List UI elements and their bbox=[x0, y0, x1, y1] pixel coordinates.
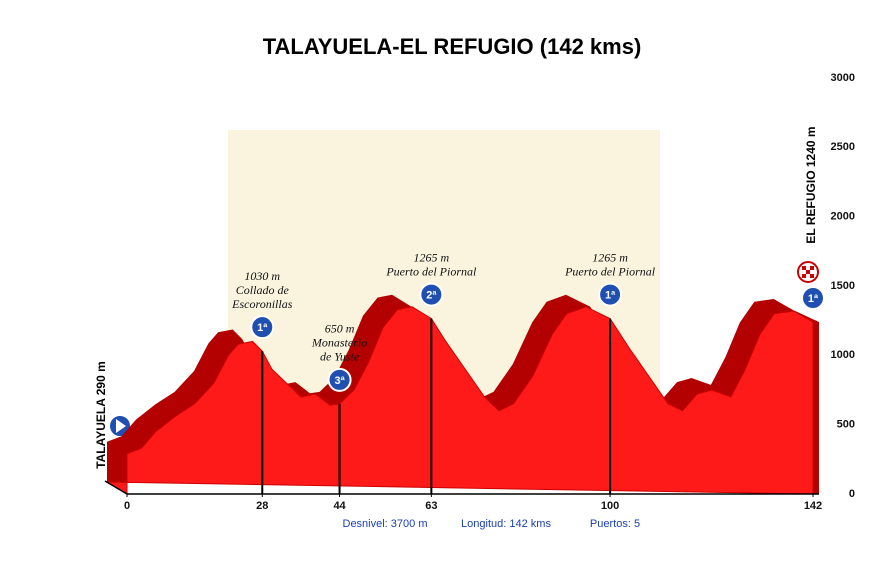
climb-name: Monasterio bbox=[311, 336, 367, 350]
finish-flag bbox=[797, 261, 819, 283]
climb-badge: 2ª bbox=[419, 282, 444, 307]
climb-name: Escoronillas bbox=[231, 297, 293, 311]
y-tick-label: 1500 bbox=[831, 280, 855, 292]
x-tick-label: 142 bbox=[804, 500, 822, 512]
climb-name: de Yuste bbox=[320, 350, 360, 364]
baseline bbox=[104, 480, 128, 495]
badge-label: 2ª bbox=[426, 289, 437, 301]
y-tick-label: 1000 bbox=[831, 349, 855, 361]
climb-elevation: 650 m bbox=[325, 322, 355, 336]
end-label: EL REFUGIO 1240 m bbox=[804, 126, 818, 243]
x-tick-label: 100 bbox=[601, 500, 619, 512]
badge-circle bbox=[250, 315, 275, 340]
x-tick-label: 63 bbox=[425, 500, 437, 512]
climb-badge: 1ª bbox=[801, 286, 825, 311]
badge-circle bbox=[598, 282, 623, 307]
badge-label: 1ª bbox=[257, 322, 268, 334]
badge-label: 1ª bbox=[808, 293, 819, 305]
badge-circle bbox=[419, 282, 444, 307]
climb-name: Puerto del Piornal bbox=[564, 264, 656, 278]
climb-elevation: 1265 m bbox=[414, 250, 450, 264]
x-tick-label: 0 bbox=[124, 500, 130, 512]
y-tick-label: 2500 bbox=[831, 141, 855, 153]
y-tick-label: 500 bbox=[837, 419, 855, 431]
badge-label: 3ª bbox=[334, 375, 345, 387]
footer-text: Desnivel: 3700 m bbox=[343, 518, 428, 530]
profile-area bbox=[105, 306, 814, 495]
badge-circle bbox=[801, 286, 825, 311]
y-tick-label: 3000 bbox=[831, 72, 855, 84]
x-tick-label: 44 bbox=[333, 500, 346, 512]
x-tick-label: 28 bbox=[256, 500, 268, 512]
climb-badge: 1ª bbox=[250, 315, 275, 340]
climb-elevation: 1030 m bbox=[244, 269, 280, 283]
chart-title: TALAYUELA-EL REFUGIO (142 kms) bbox=[263, 34, 642, 59]
climb-elevation: 1265 m bbox=[592, 250, 628, 264]
badge-label: 1ª bbox=[605, 289, 616, 301]
climb-badge: 1ª bbox=[598, 282, 623, 307]
start-label: TALAYUELA 290 m bbox=[94, 361, 108, 469]
climb-badge: 3ª bbox=[327, 367, 352, 392]
footer-text: Puertos: 5 bbox=[590, 518, 640, 530]
badge-circle bbox=[327, 367, 352, 392]
y-tick-label: 0 bbox=[849, 488, 855, 500]
climb-name: Puerto del Piornal bbox=[385, 264, 477, 278]
footer-text: Longitud: 142 kms bbox=[461, 518, 551, 530]
y-tick-label: 2000 bbox=[831, 211, 855, 223]
climb-name: Collado de bbox=[236, 283, 290, 297]
